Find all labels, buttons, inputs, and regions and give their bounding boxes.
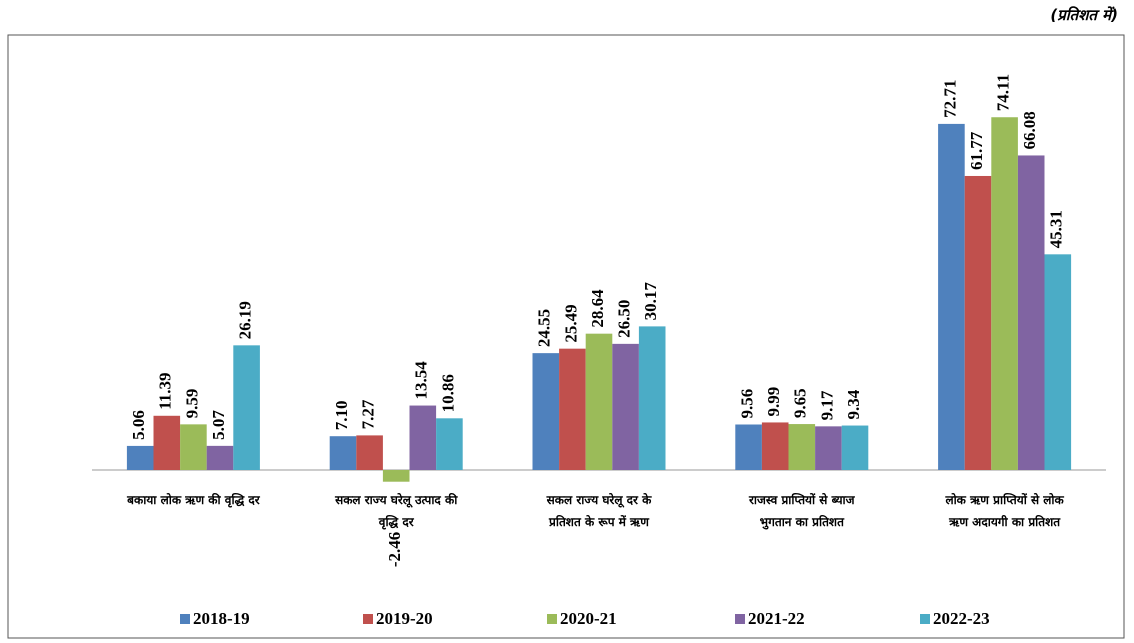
- data-label: 5.07: [209, 410, 228, 440]
- bar: [233, 345, 260, 470]
- data-label: 26.19: [236, 301, 255, 339]
- x-tick-label: सकल राज्य घरेलू दर के: [546, 493, 652, 508]
- legend-swatch: [363, 614, 373, 624]
- bar: [356, 435, 383, 470]
- x-tick-label: बकाया लोक ऋण की वृद्धि दर: [126, 493, 261, 508]
- data-label: 9.99: [764, 387, 783, 417]
- bar: [126, 445, 154, 470]
- bar: [638, 326, 666, 470]
- data-label: 30.17: [641, 282, 660, 321]
- data-label: 5.06: [129, 410, 148, 440]
- x-tick-label: प्रतिशत के रूप में ऋण: [548, 515, 650, 529]
- bar: [964, 175, 992, 470]
- bar: [735, 424, 762, 470]
- legend-label: 2020-21: [560, 609, 617, 628]
- data-label: 10.86: [438, 374, 457, 412]
- bar: [559, 348, 586, 470]
- legend-swatch: [180, 614, 190, 624]
- x-tick-label: भुगतान का प्रतिशत: [760, 515, 845, 530]
- data-label: 66.08: [1020, 111, 1039, 149]
- x-tick-label: वृद्धि दर: [378, 515, 415, 530]
- bar: [409, 405, 437, 470]
- data-label: 13.54: [412, 361, 431, 400]
- data-label: 45.31: [1047, 210, 1066, 248]
- bar: [329, 436, 357, 470]
- bar: [532, 353, 560, 470]
- data-label: 11.39: [156, 372, 175, 409]
- x-tick-label: लोक ऋण प्राप्तियों से लोक: [944, 493, 1064, 507]
- legend-label: 2021-22: [748, 609, 805, 628]
- data-label: 72.71: [940, 80, 959, 118]
- data-label: 7.10: [332, 400, 351, 430]
- bar: [938, 123, 965, 471]
- data-label: 61.77: [967, 131, 986, 170]
- data-label: 9.17: [817, 390, 836, 420]
- chart-subtitle: (प्रतिशत में): [1050, 6, 1118, 24]
- data-label: -2.46: [385, 532, 404, 567]
- data-label: 25.49: [561, 304, 580, 342]
- bar: [991, 117, 1018, 471]
- bar: [841, 425, 869, 470]
- x-tick-label: राजस्व प्राप्तियों से ब्याज: [748, 493, 856, 507]
- bar: [585, 333, 613, 470]
- legend-swatch: [920, 614, 930, 624]
- data-label: 74.11: [994, 74, 1013, 111]
- legend-swatch: [735, 614, 745, 624]
- bar: [153, 415, 181, 470]
- legend-label: 2019-20: [376, 609, 433, 628]
- bar: [815, 426, 842, 470]
- data-label: 9.34: [844, 389, 863, 419]
- legend-label: 2022-23: [933, 609, 990, 628]
- bar: [382, 470, 410, 482]
- data-label: 9.59: [182, 389, 201, 419]
- bar: [761, 422, 789, 470]
- bar: [1044, 254, 1072, 470]
- bar: [788, 424, 816, 470]
- data-label: 9.56: [738, 389, 757, 419]
- bar: [206, 445, 234, 470]
- bar: [180, 424, 207, 470]
- chart-border: [7, 34, 1125, 639]
- legend-label: 2018-19: [193, 609, 250, 628]
- x-tick-label: ऋण अदायगी का प्रतिशत: [948, 515, 1061, 529]
- data-label: 28.64: [588, 289, 607, 328]
- x-tick-label: सकल राज्य घरेलू उत्पाद की: [334, 493, 458, 508]
- data-label: 9.65: [791, 388, 810, 418]
- legend-swatch: [547, 614, 557, 624]
- data-label: 24.55: [535, 309, 554, 347]
- bar: [612, 343, 639, 470]
- data-label: 26.50: [615, 300, 634, 338]
- bar: [1017, 155, 1045, 470]
- data-label: 7.27: [359, 399, 378, 429]
- bar: [436, 418, 463, 470]
